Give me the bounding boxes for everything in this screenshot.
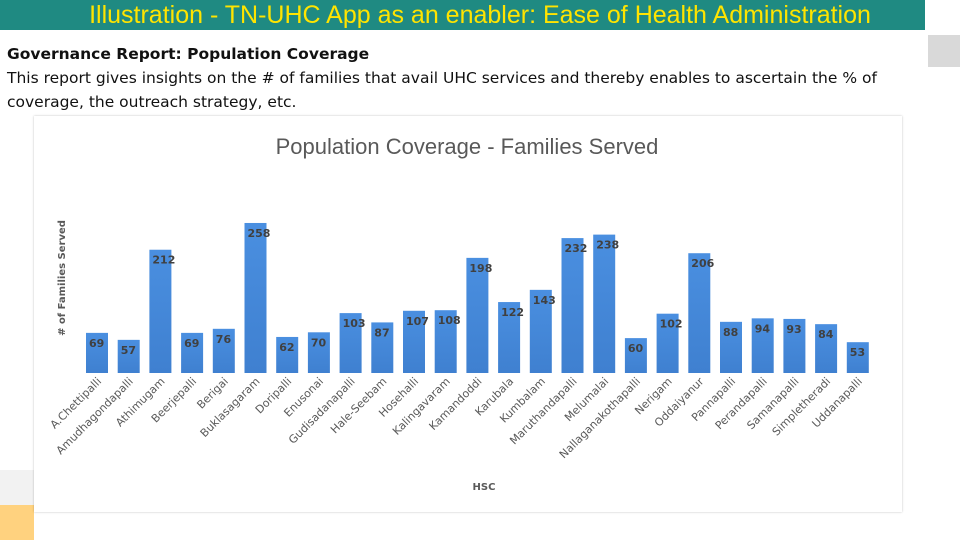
data-label: 94 <box>755 322 771 335</box>
bar <box>339 313 362 373</box>
bar <box>593 234 616 373</box>
data-label: 57 <box>121 344 136 357</box>
bar <box>181 332 204 373</box>
data-label: 69 <box>89 337 104 350</box>
data-label: 69 <box>184 337 199 350</box>
data-label: 84 <box>818 328 834 341</box>
bar <box>529 289 552 373</box>
report-description: This report gives insights on the # of f… <box>7 69 877 111</box>
data-label: 88 <box>723 326 738 339</box>
data-label: 258 <box>248 227 271 240</box>
x-axis-label: HSC <box>473 482 496 493</box>
data-label: 93 <box>786 323 801 336</box>
data-label: 212 <box>152 254 175 267</box>
report-text: Governance Report: Population Coverage T… <box>7 42 927 114</box>
data-label: 62 <box>279 341 294 354</box>
left-decoration-gray <box>0 470 34 505</box>
y-axis-label: # of Families Served <box>57 220 68 336</box>
bar <box>561 238 584 373</box>
corner-decoration <box>928 35 960 67</box>
data-label: 232 <box>565 242 588 255</box>
data-label: 107 <box>406 315 429 328</box>
data-label: 103 <box>343 317 366 330</box>
data-label: 238 <box>596 239 619 252</box>
slide-title: Illustration - TN-UHC App as an enabler:… <box>89 1 871 29</box>
chart-title: Population Coverage - Families Served <box>276 134 659 159</box>
bar <box>307 332 330 373</box>
data-label: 198 <box>469 262 492 275</box>
data-label: 102 <box>660 318 683 331</box>
left-decoration-orange <box>0 505 34 540</box>
data-label: 122 <box>501 306 524 319</box>
bar <box>434 310 457 373</box>
bar <box>403 310 425 373</box>
data-label: 143 <box>533 294 556 307</box>
bar <box>720 321 742 373</box>
bar <box>498 302 521 373</box>
bar <box>815 324 838 373</box>
data-label: 76 <box>216 333 232 346</box>
bar <box>117 339 140 373</box>
title-bar <box>0 0 925 30</box>
bar <box>783 318 806 373</box>
bar <box>276 336 299 373</box>
data-label: 108 <box>438 314 461 327</box>
bar <box>751 318 774 373</box>
bar <box>86 332 108 373</box>
bar <box>466 257 489 373</box>
chart-container: Population Coverage - Families Served # o… <box>34 116 902 512</box>
bar <box>244 222 267 373</box>
data-label: 206 <box>691 257 714 270</box>
bar <box>371 322 394 373</box>
bar <box>688 253 711 373</box>
data-label: 60 <box>628 342 644 355</box>
data-label: 87 <box>374 326 389 339</box>
bar <box>656 313 679 373</box>
bar <box>624 338 647 373</box>
report-heading: Governance Report: Population Coverage <box>7 45 370 63</box>
bar <box>846 342 869 373</box>
data-label: 70 <box>311 336 327 349</box>
bar <box>149 249 172 373</box>
data-label: 53 <box>850 346 865 359</box>
bar <box>212 328 235 373</box>
bar-chart: Population Coverage - Families Served # o… <box>48 134 869 493</box>
